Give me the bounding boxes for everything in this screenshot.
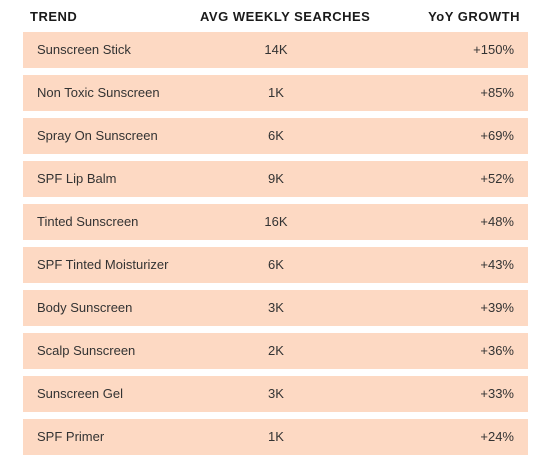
growth-cell: +48%	[480, 214, 514, 229]
growth-cell: +85%	[480, 85, 514, 100]
table-row: Scalp Sunscreen 2K +36%	[23, 333, 528, 369]
column-header-avg-weekly-searches: AVG WEEKLY SEARCHES	[200, 9, 371, 24]
searches-cell: 6K	[268, 257, 284, 272]
growth-cell: +52%	[480, 171, 514, 186]
trend-cell: Tinted Sunscreen	[37, 214, 139, 229]
table-row: Spray On Sunscreen 6K +69%	[23, 118, 528, 154]
column-header-yoy-growth: YoY GROWTH	[428, 9, 520, 24]
searches-cell: 2K	[268, 343, 284, 358]
growth-cell: +43%	[480, 257, 514, 272]
searches-cell: 6K	[268, 128, 284, 143]
trend-cell: SPF Tinted Moisturizer	[37, 257, 169, 272]
searches-cell: 16K	[264, 214, 288, 229]
table-row: Non Toxic Sunscreen 1K +85%	[23, 75, 528, 111]
trend-cell: SPF Primer	[37, 429, 105, 444]
growth-cell: +69%	[480, 128, 514, 143]
growth-cell: +150%	[473, 42, 514, 57]
searches-cell: 1K	[268, 85, 284, 100]
searches-cell: 9K	[268, 171, 284, 186]
trend-cell: SPF Lip Balm	[37, 171, 117, 186]
trend-cell: Sunscreen Stick	[37, 42, 131, 57]
searches-cell: 14K	[264, 42, 288, 57]
table-row: SPF Primer 1K +24%	[23, 419, 528, 455]
table-row: SPF Tinted Moisturizer 6K +43%	[23, 247, 528, 283]
table-row: Tinted Sunscreen 16K +48%	[23, 204, 528, 240]
table-header: TREND AVG WEEKLY SEARCHES YoY GROWTH	[0, 0, 550, 32]
trend-cell: Scalp Sunscreen	[37, 343, 136, 358]
trend-cell: Non Toxic Sunscreen	[37, 85, 160, 100]
column-header-trend: TREND	[30, 9, 78, 24]
table-body: Sunscreen Stick 14K +150% Non Toxic Suns…	[23, 32, 528, 462]
trend-cell: Sunscreen Gel	[37, 386, 123, 401]
trend-cell: Body Sunscreen	[37, 300, 133, 315]
table-row: Body Sunscreen 3K +39%	[23, 290, 528, 326]
trend-cell: Spray On Sunscreen	[37, 128, 158, 143]
table-row: Sunscreen Stick 14K +150%	[23, 32, 528, 68]
growth-cell: +33%	[480, 386, 514, 401]
table-row: Sunscreen Gel 3K +33%	[23, 376, 528, 412]
table-row: SPF Lip Balm 9K +52%	[23, 161, 528, 197]
growth-cell: +24%	[480, 429, 514, 444]
growth-cell: +36%	[480, 343, 514, 358]
searches-cell: 3K	[268, 300, 284, 315]
searches-cell: 1K	[268, 429, 284, 444]
growth-cell: +39%	[480, 300, 514, 315]
searches-cell: 3K	[268, 386, 284, 401]
